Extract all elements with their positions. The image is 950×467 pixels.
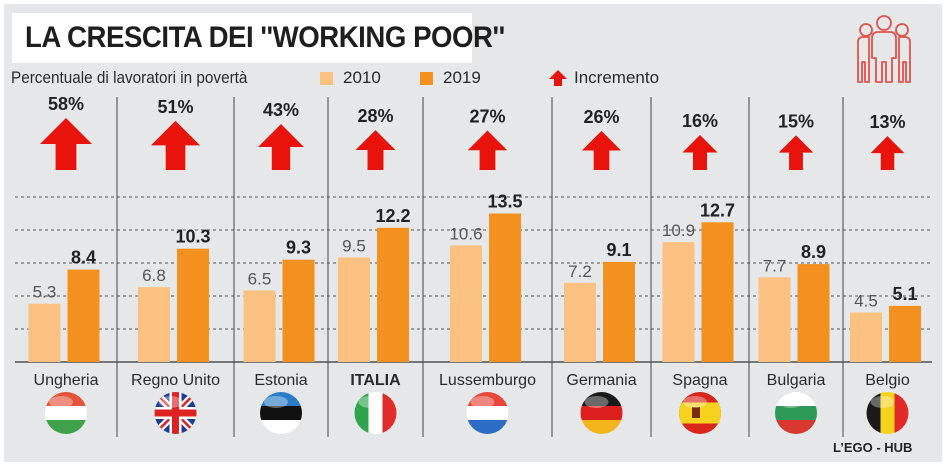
flag-spain-icon: [679, 392, 721, 434]
legend-label-2019: 2019: [443, 68, 481, 87]
bar-2010-bulgaria: [758, 277, 791, 362]
increment-label: 28%: [357, 106, 393, 126]
arrow-up-icon: [581, 130, 622, 170]
arrow-up-icon: [40, 118, 92, 170]
arrow-up-icon: [258, 124, 304, 170]
value-label-2010: 7.2: [568, 262, 592, 281]
infographic-card: [4, 4, 942, 462]
bar-2019-italia: [377, 227, 409, 362]
arrow-up-icon: [682, 134, 718, 170]
bar-2010-germania: [564, 282, 596, 362]
bar-2019-lussemburgo: [489, 213, 521, 362]
arrow-up-icon: [150, 120, 201, 170]
category-label: Germania: [566, 372, 636, 389]
arrow-up-icon: [778, 135, 814, 170]
legend-item-2010: 2010: [320, 68, 381, 88]
value-label-2019: 10.3: [175, 227, 210, 247]
category-label: Spagna: [672, 372, 727, 389]
increment-label: 15%: [778, 111, 814, 131]
increment-label: 13%: [869, 112, 905, 132]
category-label: Ungheria: [34, 372, 99, 389]
bar-2019-regno-unito: [177, 248, 209, 362]
flag-hungary-icon: [45, 392, 87, 434]
flag-bulgaria-icon: [775, 392, 817, 434]
bar-2010-ungheria: [28, 303, 61, 362]
value-label-2010: 6.8: [142, 266, 166, 285]
arrow-up-icon: [355, 130, 396, 170]
value-label-2010: 10.9: [662, 221, 695, 240]
arrow-up-icon: [549, 70, 567, 86]
increment-arrows: [40, 118, 905, 170]
legend-label-2010: 2010: [343, 68, 381, 87]
people-group-icon: [857, 15, 911, 83]
legend-swatch-2010: [320, 71, 333, 85]
value-label-2010: 4.5: [854, 292, 878, 311]
increment-label: 51%: [157, 97, 193, 117]
bar-2010-estonia: [243, 290, 276, 362]
category-label: Estonia: [254, 372, 307, 389]
value-label-2010: 7.7: [763, 256, 787, 275]
value-label-2010: 9.5: [342, 237, 366, 256]
value-label-2019: 13.5: [487, 192, 522, 212]
arrow-up-icon: [870, 136, 905, 170]
value-label-2010: 5.3: [33, 283, 57, 302]
flag-estonia-icon: [260, 392, 302, 434]
increment-label: 26%: [583, 107, 619, 127]
increment-label: 43%: [263, 100, 299, 120]
value-label-2010: 6.5: [248, 270, 272, 289]
column-separators: [116, 97, 844, 437]
arrow-up-icon: [467, 130, 508, 170]
category-label: Bulgaria: [767, 372, 826, 389]
legend-swatch-2019: [420, 71, 433, 85]
flag-luxembourg-icon: [466, 392, 509, 434]
page-title: LA CRESCITA DEI ''WORKING POOR'': [25, 21, 505, 54]
flag-germany-icon: [580, 392, 623, 434]
value-label-2019: 8.9: [801, 242, 826, 262]
increment-label: 27%: [469, 107, 505, 127]
increment-label: 58%: [48, 94, 84, 114]
flag-uk-icon: [154, 392, 197, 434]
bar-2010-belgio: [850, 312, 882, 362]
legend-item-2019: 2019: [420, 68, 481, 88]
bar-2019-germania: [603, 261, 635, 362]
bar-2010-italia: [338, 257, 370, 362]
bar-2019-bulgaria: [797, 264, 830, 362]
value-label-2019: 9.1: [606, 240, 631, 260]
value-label-2010: 10.6: [449, 224, 482, 243]
bar-2019-belgio: [889, 305, 921, 362]
bars: [28, 213, 921, 362]
value-label-2019: 12.7: [700, 200, 735, 220]
bar-2019-ungheria: [67, 269, 100, 362]
flag-italy-icon: [354, 392, 397, 434]
credit: L’EGO - HUB: [833, 440, 913, 455]
bar-2010-spagna: [662, 242, 695, 362]
bar-2019-estonia: [282, 259, 315, 362]
legend-label-incremento: Incremento: [574, 68, 660, 87]
category-label: Lussemburgo: [439, 372, 536, 389]
increment-label: 16%: [682, 111, 718, 131]
category-label: ITALIA: [350, 372, 401, 389]
flag-belgium-icon: [866, 392, 909, 434]
bar-2010-regno-unito: [138, 287, 170, 362]
value-label-2019: 9.3: [286, 238, 311, 258]
flags: [45, 392, 909, 434]
category-label: Regno Unito: [131, 372, 220, 389]
title-box: LA CRESCITA DEI ''WORKING POOR'': [12, 13, 505, 63]
labels: 5.3 8.4 58% Ungheria 6.8 10.3 51% Regno Unito 6.…: [33, 94, 918, 389]
value-label-2019: 12.2: [375, 206, 410, 226]
value-label-2019: 5.1: [892, 284, 917, 304]
legend-item-incremento: Incremento: [548, 68, 659, 88]
category-label: Belgio: [865, 372, 910, 389]
value-label-2019: 8.4: [71, 248, 96, 268]
chart-subtitle: Percentuale di lavoratori in povertà: [11, 68, 248, 87]
bar-2010-lussemburgo: [450, 245, 482, 362]
bar-2019-spagna: [701, 222, 734, 362]
